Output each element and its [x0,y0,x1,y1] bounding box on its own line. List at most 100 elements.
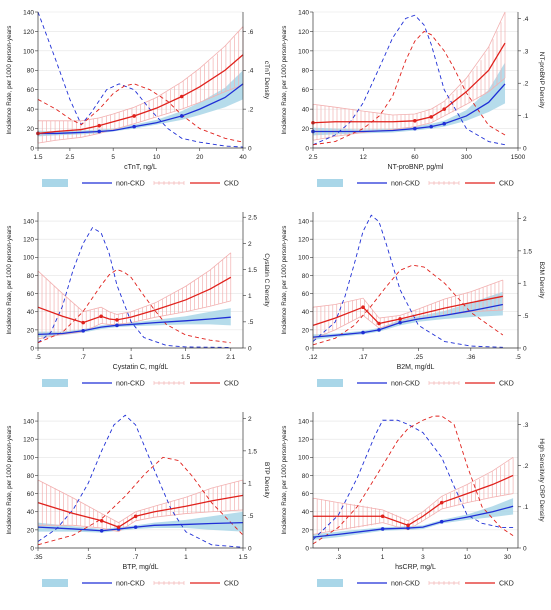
non-ckd-knot-marker [133,525,138,529]
ckd-band-upper [38,26,244,122]
ckd-band-upper [37,252,232,315]
non-ckd-knot-marker [97,129,102,134]
x-tick-label: 2.1 [226,354,235,361]
non-ckd-knot-marker [380,527,385,531]
y-tick-label: 140 [298,218,309,225]
ckd-knot-marker [132,114,136,118]
non-ckd-confidence-band [313,62,506,136]
legend-label-ckd: CKD [499,181,514,188]
y2-axis-label: BTP Density [263,462,270,499]
y2-tick-label: 0 [248,145,252,152]
y-tick-label: 0 [305,345,309,352]
ckd-rate-line [312,42,506,124]
non-ckd-density-line [37,227,231,348]
y2-tick-label: 2 [523,216,527,223]
x-tick-label: .7 [80,354,86,361]
ckd-knot-marker [442,107,447,111]
x-tick-label: 12 [360,154,368,161]
x-tick-label: 1 [184,554,188,561]
y-tick-label: 20 [302,527,310,534]
ckd-knot-marker [116,525,121,529]
legend-label-ckd: CKD [224,181,239,188]
y2-tick-label: 1.5 [523,248,532,255]
ckd-band-upper [312,456,514,522]
non-ckd-confidence-band [38,70,243,137]
ckd-knot-marker [81,320,85,325]
x-tick-label: 5 [111,154,115,161]
y-tick-label: 100 [23,455,34,462]
y-tick-label: 0 [30,345,34,352]
legend-label-non-ckd: non-CKD [116,581,145,588]
y2-tick-label: 2 [248,241,252,248]
y-axis-label: Incidence Rate, per 1000 person-years [281,426,288,535]
ckd-density-line [312,30,506,146]
x-tick-label: 1 [381,554,385,561]
ckd-density-line [312,415,514,545]
x-tick-label: .35 [33,554,42,561]
ckd-knot-marker [97,123,102,128]
ckd-knot-marker [380,514,385,519]
non-ckd-knot-marker [99,528,104,533]
y-tick-label: 20 [27,527,35,534]
non-ckd-density-line [312,14,506,146]
x-tick-label: 300 [461,154,472,161]
y2-tick-label: 1 [523,281,527,288]
y-tick-label: 140 [298,418,309,425]
legend-swatch-non-ckd-band [317,579,343,587]
x-axis-label: cTnT, ng/L [124,164,157,171]
ckd-band-lower [312,493,514,535]
y-tick-label: 20 [302,126,310,133]
y2-tick-label: .1 [523,504,529,511]
x-tick-label: 2.5 [308,154,317,161]
x-axis-label: NT-proBNP, pg/ml [388,164,444,171]
y2-tick-label: .2 [248,107,254,114]
y-axis-label: Incidence Rate, per 1000 person-years [281,226,288,335]
x-tick-label: 1.5 [181,354,190,361]
y-tick-label: 80 [302,473,310,480]
y-axis-label: Incidence Rate, per 1000 person-years [6,426,13,535]
ckd-band-lower [38,509,244,533]
y-tick-label: 140 [23,9,34,16]
y2-tick-label: 2 [248,416,252,423]
y-tick-label: 60 [302,291,310,298]
y2-tick-label: .2 [523,463,529,470]
y-tick-label: 0 [30,145,34,152]
y2-axis-label: NT-proBNP Density [538,52,545,109]
ckd-knot-marker [413,119,417,123]
ckd-knot-marker [115,318,119,322]
x-tick-label: 1500 [511,154,526,161]
y2-axis-label: B2M Density [538,262,545,300]
x-tick-label: .25 [414,354,423,361]
ckd-band-lower [37,84,244,144]
ckd-rate-line [313,474,514,527]
x-tick-label: .5 [86,554,92,561]
legend-label-ckd: CKD [499,581,514,588]
legend-swatch-non-ckd-band [317,379,343,387]
y-tick-label: 40 [302,509,310,516]
non-ckd-knot-marker [442,121,447,126]
y-tick-label: 40 [27,107,35,114]
non-ckd-knot-marker [179,114,184,118]
ckd-density-line [312,264,504,346]
y2-tick-label: .4 [523,16,529,23]
y-tick-label: 20 [302,327,310,334]
panel-4: 0204060801001201400.511.52.12.17.25.36.5… [281,212,545,388]
panel-1: 0 20 40 60 80 100 120 140 0 .2 .4 .6 1.5 2.5 5 10 20 40 cT… [6,9,270,187]
y2-tick-label: 0 [248,545,252,552]
y-tick-label: 40 [27,509,35,516]
y2-tick-label: 2.5 [248,215,257,222]
ckd-band-upper [312,11,506,116]
y2-tick-label: 0 [248,345,252,352]
y2-tick-label: 0 [523,145,527,152]
y-axis-label: Incidence Rate, per 1000 person-years [6,26,13,135]
y-tick-label: 80 [27,473,35,480]
y-tick-label: 0 [305,545,309,552]
y-tick-label: 80 [302,68,310,75]
legend-label-non-ckd: non-CKD [391,381,420,388]
non-ckd-rate-line [313,83,506,133]
y-tick-label: 40 [302,309,310,316]
panel-2: 0 20 40 60 80 100 120 140 0 .1 .2 .3 .4 2.5 12 60 300 150… [281,9,545,187]
y-tick-label: 140 [298,9,309,16]
legend-swatch-non-ckd-band [42,579,68,587]
ckd-knot-marker [398,317,402,321]
